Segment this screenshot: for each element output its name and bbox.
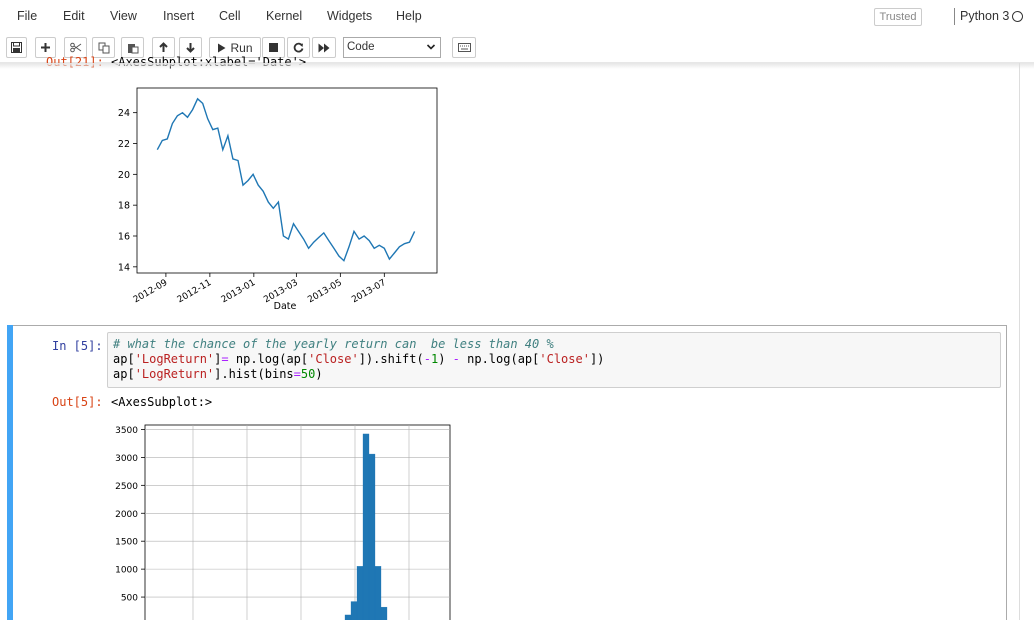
- trusted-indicator[interactable]: Trusted: [874, 8, 922, 26]
- output-prompt-5: Out[5]:: [52, 395, 103, 409]
- insert-cell-button[interactable]: [35, 37, 56, 58]
- paste-icon: [127, 43, 138, 53]
- y-tick-label: 1500: [115, 538, 138, 548]
- move-up-button[interactable]: [152, 37, 175, 58]
- scrollbar-track[interactable]: [1019, 63, 1020, 620]
- menu-edit[interactable]: Edit: [63, 9, 85, 23]
- cut-icon: [69, 42, 81, 53]
- code-line-1: # what the chance of the yearly return c…: [113, 337, 554, 351]
- run-icon: [218, 43, 226, 52]
- kernel-name[interactable]: Python 3: [960, 9, 1010, 23]
- y-tick-label: 2000: [115, 510, 138, 520]
- menu-help[interactable]: Help: [396, 9, 422, 23]
- restart-button[interactable]: [287, 37, 310, 58]
- plot-frame: [144, 424, 451, 620]
- input-prompt-5: In [5]:: [52, 339, 103, 353]
- stock-close-line-chart: 14 16 18 20 22 24 2012-09 2012-11 2013-01 2013-0…: [118, 87, 438, 312]
- y-tick-label: 3000: [115, 454, 138, 464]
- menubar: File Edit View Insert Cell Kernel Widget…: [0, 0, 1034, 33]
- save-button[interactable]: [6, 37, 27, 58]
- x-tick-label: 2013-01: [220, 278, 258, 305]
- toolbar: Run Code: [0, 33, 1034, 63]
- run-button[interactable]: Run: [209, 37, 261, 58]
- histogram-bar: [380, 606, 388, 620]
- paste-button[interactable]: [121, 37, 144, 58]
- y-tick-label: 1000: [115, 566, 138, 576]
- x-axis-label: Date: [274, 301, 297, 312]
- command-palette-button[interactable]: [452, 37, 476, 58]
- output-text-5: <AxesSubplot:>: [111, 395, 213, 409]
- menu-view[interactable]: View: [110, 9, 137, 23]
- save-icon: [11, 42, 22, 53]
- selected-code-cell[interactable]: [7, 325, 1007, 620]
- menu-kernel[interactable]: Kernel: [266, 9, 303, 23]
- toolbar-shadow: [0, 63, 1034, 69]
- selected-cell-indicator: [7, 325, 13, 620]
- cell-type-select[interactable]: Code: [343, 37, 441, 58]
- arrow-up-icon: [159, 42, 168, 52]
- x-tick-label: 2012-11: [176, 278, 214, 305]
- histogram-bar: [368, 453, 376, 620]
- x-tick-label: 2012-09: [132, 278, 170, 306]
- y-tick-label: 20: [118, 170, 130, 181]
- cut-button[interactable]: [64, 37, 87, 58]
- run-label: Run: [230, 40, 253, 55]
- y-tick-label: 24: [118, 108, 130, 119]
- x-tick-label: 2013-07: [350, 278, 388, 305]
- restart-icon: [293, 42, 304, 53]
- code-line-3: ap['LogReturn'].hist(bins=50): [113, 367, 323, 381]
- y-tick-label: 3500: [115, 426, 138, 436]
- series-line-close: [156, 97, 416, 262]
- logreturn-histogram: 500 1000 1500 2000 2500 3000 3500: [115, 424, 451, 620]
- cell-type-value: Code: [347, 41, 375, 53]
- plus-icon: [41, 43, 50, 52]
- y-tick-label: 16: [118, 232, 130, 243]
- menu-insert[interactable]: Insert: [163, 9, 195, 23]
- menu-widgets[interactable]: Widgets: [327, 9, 373, 23]
- y-tick-label: 500: [121, 594, 138, 604]
- arrow-down-icon: [186, 43, 195, 53]
- kernel-idle-icon: [1012, 11, 1023, 22]
- copy-icon: [98, 42, 109, 53]
- fast-forward-icon: [318, 43, 330, 52]
- keyboard-icon: [457, 43, 471, 52]
- y-tick-label: 14: [118, 262, 130, 273]
- histogram-bar: [344, 614, 352, 620]
- move-down-button[interactable]: [179, 37, 202, 58]
- histogram-bar: [374, 566, 382, 620]
- code-line-2: ap['LogReturn']= np.log(ap['Close']).shi…: [113, 352, 605, 366]
- histogram-bar: [356, 566, 364, 620]
- plot-frame: [136, 87, 438, 274]
- kernel-separator: [954, 8, 955, 25]
- y-tick-label: 22: [118, 139, 130, 150]
- stop-icon: [269, 43, 278, 52]
- restart-run-all-button[interactable]: [312, 37, 336, 58]
- histogram-bar: [362, 433, 370, 620]
- x-tick-label: 2013-05: [306, 278, 344, 305]
- menu-file[interactable]: File: [17, 9, 38, 23]
- y-tick-label: 18: [118, 201, 130, 212]
- chevron-down-icon: [426, 44, 436, 50]
- interrupt-button[interactable]: [262, 37, 285, 58]
- copy-button[interactable]: [92, 37, 115, 58]
- y-tick-label: 2500: [115, 482, 138, 492]
- menu-cell[interactable]: Cell: [219, 9, 241, 23]
- histogram-bar: [350, 601, 358, 620]
- code-input-area[interactable]: # what the chance of the yearly return c…: [107, 332, 1001, 388]
